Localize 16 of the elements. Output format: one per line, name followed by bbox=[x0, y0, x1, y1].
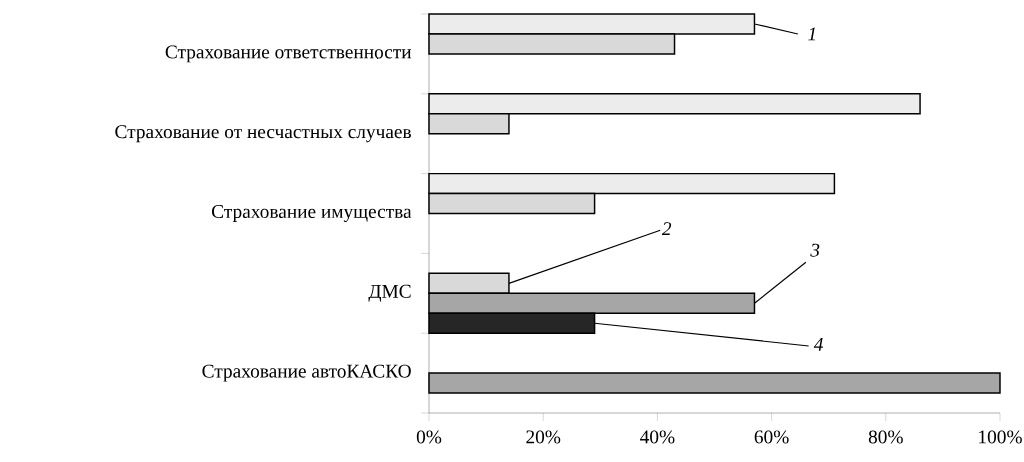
y-tick-label: Страхование от несчастных случаев bbox=[115, 125, 411, 143]
y-tick-label: Страхование имущества bbox=[212, 205, 412, 222]
x-tick-label: 20% bbox=[526, 430, 561, 444]
x-tick-label: 0% bbox=[416, 430, 442, 444]
x-tick-label: 40% bbox=[640, 430, 675, 444]
x-tick-label: 60% bbox=[754, 430, 789, 444]
y-tick-label: Страхование ответственности bbox=[165, 45, 412, 63]
text: 2 bbox=[661, 222, 672, 236]
x-tick-label: 80% bbox=[868, 430, 903, 444]
x-tick-label: 100% bbox=[979, 430, 1022, 444]
text: 4 bbox=[813, 338, 823, 351]
y-tick-label: Страхование автоКАСКО bbox=[202, 364, 411, 382]
text: 3 bbox=[810, 243, 820, 257]
y-tick-label: ДМС bbox=[368, 284, 411, 302]
bar bbox=[428, 372, 1001, 394]
legend-label: 1 bbox=[808, 27, 816, 41]
